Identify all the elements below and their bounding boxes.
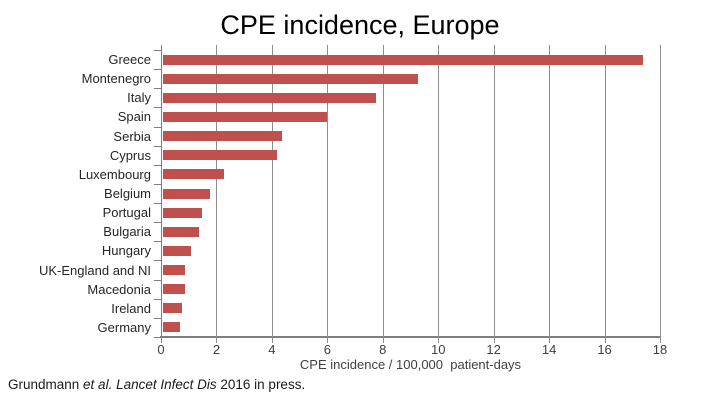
category-boundary-tick [154,107,161,109]
gridline [493,45,495,343]
x-axis-title: CPE incidence / 100,000 patient-days [299,357,522,372]
category-label: Greece [108,52,151,68]
gridline [660,45,661,343]
category-boundary-tick [154,298,161,300]
value-axis-line [161,45,162,343]
citation-text: Grundmann [8,377,84,392]
bar [163,54,643,65]
category-boundary-tick [154,183,161,185]
x-tick-label: 18 [652,342,668,357]
x-tick-label: 10 [430,342,446,357]
category-label: Cyprus [109,147,151,163]
bar [163,226,200,237]
category-label: Hungary [101,243,151,259]
category-label: Montenegro [81,71,151,87]
x-axis-tick-labels: 0 2 4 6 8 10 12 14 16 18 [157,342,667,357]
category-label: Macedonia [87,281,151,297]
bar [163,265,186,276]
bar [163,245,191,256]
gridline [216,45,218,343]
category-boundary-tick [154,145,161,147]
plot-area [154,45,661,343]
category-boundary-tick [154,279,161,281]
category-boundary-tick [154,126,161,128]
category-boundary-tick [154,260,161,262]
x-tick-label: 8 [379,342,387,357]
x-tick-label: 6 [323,342,331,357]
bar [163,150,277,161]
bar [163,207,202,218]
category-boundary-tick [154,241,161,243]
chart-title: CPE incidence, Europe [220,10,500,40]
gridline [382,45,384,343]
category-boundary-tick [154,337,161,338]
bar [163,73,419,84]
bar [163,284,186,295]
category-label: Italy [127,90,151,106]
category-label: Belgium [104,186,151,201]
bar [163,188,211,199]
citation-footer: Grundmann et al. Lancet Infect Dis 2016 … [8,377,305,392]
category-label: Portugal [102,205,151,221]
x-tick-label: 16 [597,342,612,357]
gridline [438,45,440,343]
category-boundary-tick [154,317,161,319]
category-boundary-tick [154,203,161,205]
category-boundary-tick [154,88,161,90]
category-label: Germany [97,319,151,335]
category-label: Bulgaria [103,224,151,240]
category-boundary-tick [154,69,161,71]
category-label: Ireland [111,300,151,316]
citation-year: 2016 in press. [216,377,306,392]
x-tick-label: 4 [268,342,276,357]
citation-journal: Lancet Infect Dis [116,377,217,392]
gridline [327,45,329,343]
bar [163,131,283,142]
category-label: Serbia [113,128,151,144]
gridline [604,45,606,343]
gridline [549,45,551,343]
category-boundary-tick [154,164,161,166]
bar [163,111,327,122]
category-axis-labels: Greece Montenegro Italy Spain Serbia Cyprus Lu… [0,50,151,337]
x-tick-label: 0 [157,342,165,357]
bar [163,322,180,333]
gridline [271,45,273,343]
category-boundary-tick [154,50,161,51]
bar [163,169,224,180]
x-tick-label: 12 [486,342,501,357]
category-label: UK-England and NI [38,262,151,278]
citation-et-al: et al. [83,377,117,392]
category-label: Luxembourg [78,166,151,182]
x-axis-line [160,336,661,338]
bar [163,303,183,314]
x-tick-label: 14 [541,342,557,357]
category-label: Spain [117,109,151,125]
category-boundary-tick [154,222,161,224]
x-tick-label: 2 [212,342,221,357]
bar [163,92,377,103]
